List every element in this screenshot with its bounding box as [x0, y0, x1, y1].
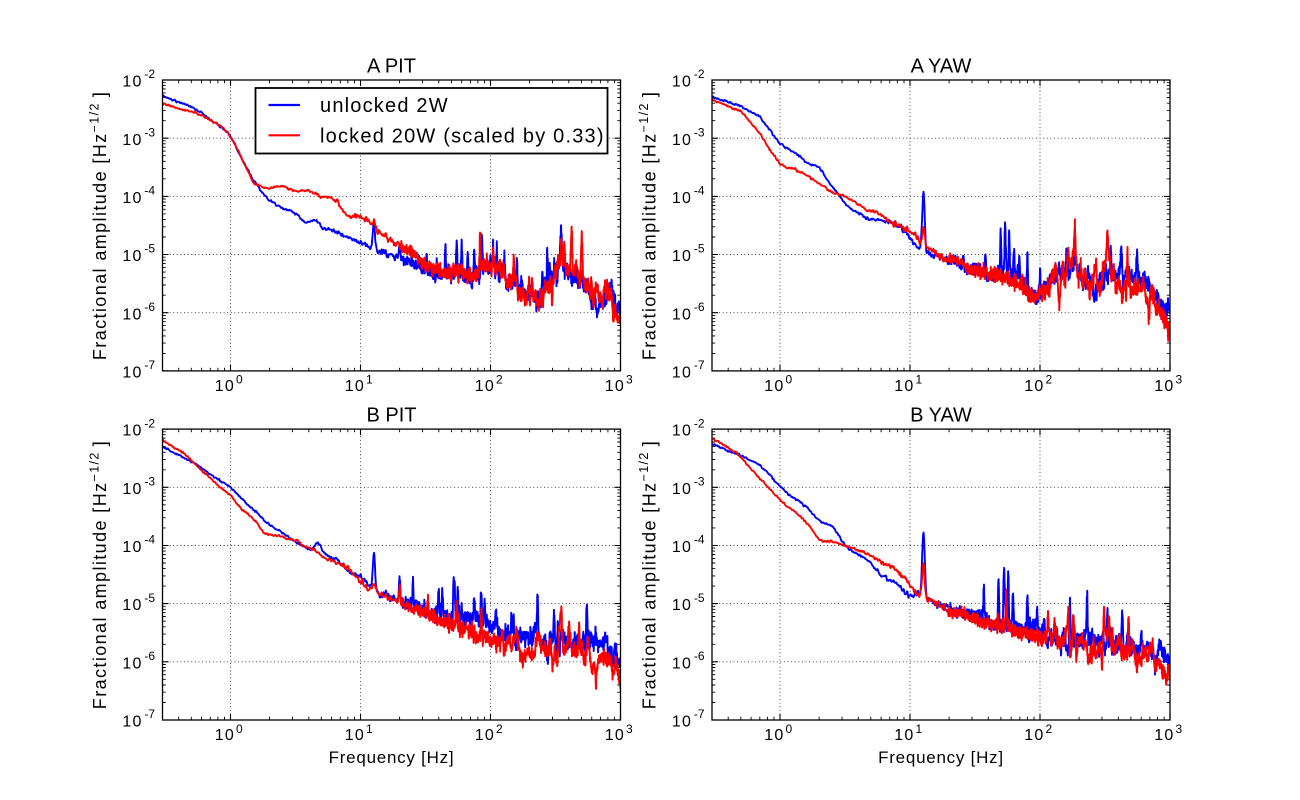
- svg-text:10: 10: [894, 727, 914, 744]
- svg-text:10: 10: [672, 306, 692, 323]
- svg-text:10: 10: [475, 378, 495, 395]
- svg-text:10: 10: [605, 727, 625, 744]
- svg-text:10: 10: [122, 481, 142, 498]
- svg-text:0: 0: [236, 373, 243, 387]
- svg-text:10: 10: [345, 727, 365, 744]
- svg-text:10: 10: [672, 539, 692, 556]
- svg-text:10: 10: [1154, 378, 1174, 395]
- svg-text:1: 1: [366, 373, 373, 387]
- svg-text:-5: -5: [144, 591, 155, 605]
- svg-text:10: 10: [345, 378, 365, 395]
- svg-text:10: 10: [122, 365, 142, 382]
- svg-text:10: 10: [894, 378, 914, 395]
- svg-text:-5: -5: [144, 242, 155, 256]
- svg-text:10: 10: [122, 190, 142, 207]
- svg-text:-6: -6: [144, 300, 155, 314]
- svg-text:10: 10: [672, 714, 692, 731]
- svg-text:unlocked 2W: unlocked 2W: [320, 95, 449, 117]
- svg-text:-6: -6: [694, 300, 705, 314]
- svg-text:-4: -4: [144, 184, 155, 198]
- svg-text:3: 3: [626, 722, 633, 736]
- svg-text:A PIT: A PIT: [367, 56, 416, 78]
- svg-text:1: 1: [916, 722, 923, 736]
- svg-text:2: 2: [1046, 722, 1053, 736]
- svg-text:-6: -6: [144, 649, 155, 663]
- svg-text:10: 10: [672, 655, 692, 672]
- svg-text:10: 10: [1154, 727, 1174, 744]
- svg-text:Frequency [Hz]: Frequency [Hz]: [878, 748, 1004, 767]
- svg-text:-4: -4: [694, 184, 705, 198]
- svg-text:-2: -2: [694, 67, 705, 81]
- svg-text:Fractional amplitude [Hz−1/2 ]: Fractional amplitude [Hz−1/2 ]: [88, 91, 111, 360]
- svg-text:10: 10: [672, 423, 692, 440]
- svg-text:2: 2: [1046, 373, 1053, 387]
- svg-text:1: 1: [916, 373, 923, 387]
- svg-text:A YAW: A YAW: [911, 56, 972, 78]
- svg-text:-2: -2: [694, 416, 705, 430]
- svg-text:10: 10: [764, 378, 784, 395]
- svg-text:3: 3: [1176, 722, 1183, 736]
- svg-text:-2: -2: [144, 416, 155, 430]
- svg-text:10: 10: [764, 727, 784, 744]
- svg-text:1: 1: [366, 722, 373, 736]
- svg-text:10: 10: [1024, 727, 1044, 744]
- svg-text:0: 0: [786, 722, 793, 736]
- svg-text:2: 2: [496, 373, 503, 387]
- svg-text:-4: -4: [144, 533, 155, 547]
- svg-text:3: 3: [626, 373, 633, 387]
- svg-text:0: 0: [786, 373, 793, 387]
- svg-text:10: 10: [475, 727, 495, 744]
- svg-text:10: 10: [122, 423, 142, 440]
- svg-text:-7: -7: [694, 707, 705, 721]
- svg-text:-5: -5: [694, 591, 705, 605]
- svg-text:10: 10: [122, 74, 142, 91]
- svg-text:-7: -7: [694, 358, 705, 372]
- svg-text:10: 10: [672, 74, 692, 91]
- svg-text:10: 10: [672, 597, 692, 614]
- svg-text:10: 10: [672, 248, 692, 265]
- svg-text:-7: -7: [144, 707, 155, 721]
- svg-text:10: 10: [122, 597, 142, 614]
- svg-text:Fractional amplitude [Hz−1/2 ]: Fractional amplitude [Hz−1/2 ]: [88, 440, 111, 709]
- svg-text:B YAW: B YAW: [910, 405, 972, 427]
- svg-text:Fractional amplitude [Hz−1/2 ]: Fractional amplitude [Hz−1/2 ]: [637, 440, 660, 709]
- svg-text:-5: -5: [694, 242, 705, 256]
- svg-text:10: 10: [672, 190, 692, 207]
- svg-text:10: 10: [215, 727, 235, 744]
- svg-text:-6: -6: [694, 649, 705, 663]
- svg-text:-3: -3: [694, 475, 705, 489]
- svg-text:10: 10: [672, 132, 692, 149]
- svg-text:3: 3: [1176, 373, 1183, 387]
- svg-text:locked 20W (scaled by 0.33): locked 20W (scaled by 0.33): [320, 125, 605, 147]
- svg-text:10: 10: [122, 248, 142, 265]
- svg-text:10: 10: [605, 378, 625, 395]
- svg-text:Frequency [Hz]: Frequency [Hz]: [329, 748, 455, 767]
- svg-text:B PIT: B PIT: [366, 405, 416, 427]
- svg-text:10: 10: [122, 655, 142, 672]
- svg-text:10: 10: [672, 481, 692, 498]
- svg-text:10: 10: [122, 306, 142, 323]
- svg-text:-2: -2: [144, 67, 155, 81]
- svg-text:2: 2: [496, 722, 503, 736]
- svg-text:Fractional amplitude [Hz−1/2 ]: Fractional amplitude [Hz−1/2 ]: [637, 91, 660, 360]
- svg-text:-7: -7: [144, 358, 155, 372]
- svg-text:-3: -3: [694, 125, 705, 139]
- svg-text:10: 10: [122, 714, 142, 731]
- svg-text:10: 10: [215, 378, 235, 395]
- svg-text:-4: -4: [694, 533, 705, 547]
- svg-text:10: 10: [672, 365, 692, 382]
- svg-text:10: 10: [122, 132, 142, 149]
- svg-text:-3: -3: [144, 475, 155, 489]
- svg-text:10: 10: [122, 539, 142, 556]
- svg-text:0: 0: [236, 722, 243, 736]
- svg-text:-3: -3: [144, 125, 155, 139]
- svg-text:10: 10: [1024, 378, 1044, 395]
